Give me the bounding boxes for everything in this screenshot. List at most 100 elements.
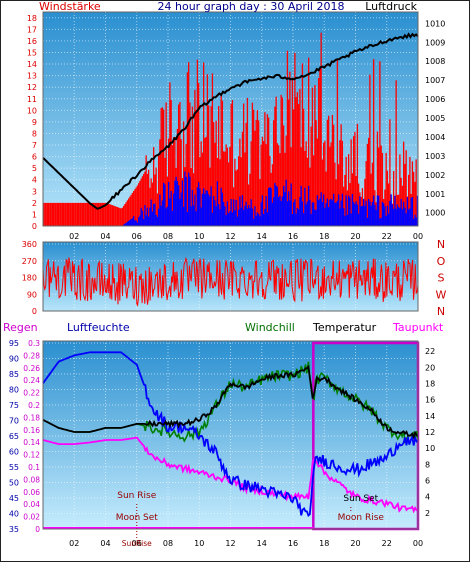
wind-mean-bar	[353, 202, 354, 226]
wind-mean-bar	[179, 199, 180, 226]
wind-mean-bar	[148, 217, 149, 226]
wind-gust-bar	[87, 203, 88, 226]
wind-mean-bar	[338, 194, 339, 226]
temperature-tick-label: 4	[425, 493, 430, 502]
wind-mean-bar	[226, 215, 227, 226]
wind-gust-bar	[54, 203, 55, 226]
rain-tick-label: 0.16	[23, 426, 40, 435]
wind-mean-bar	[151, 200, 152, 226]
wind-mean-bar	[268, 188, 269, 226]
rain-tick-label: 0.3	[28, 339, 40, 348]
event-label: SunRise	[122, 539, 152, 548]
temperature-tick-label: 14	[425, 412, 435, 421]
wind-mean-bar	[208, 194, 209, 226]
wind-mean-bar	[299, 197, 300, 226]
compass-label: W	[436, 288, 447, 301]
wind-mean-bar	[352, 194, 353, 226]
rain-tick-label: 0.22	[23, 389, 40, 398]
wind-gust-bar	[107, 203, 108, 226]
wind-mean-bar	[198, 182, 199, 226]
rain-tick-label: 0.04	[23, 500, 40, 509]
wind-gust-bar	[256, 120, 257, 226]
wind-mean-bar	[411, 198, 412, 226]
wind-tick-label: 7	[32, 141, 37, 150]
wind-mean-bar	[368, 199, 369, 226]
wind-gust-bar	[126, 202, 127, 226]
wind-mean-bar	[224, 206, 225, 226]
wind-mean-bar	[416, 217, 417, 226]
wind-mean-bar	[398, 207, 399, 226]
wind-mean-bar	[286, 180, 287, 226]
wind-mean-bar	[323, 194, 324, 226]
wind-mean-bar	[256, 216, 257, 226]
wind-gust-bar	[351, 139, 352, 226]
wind-mean-bar	[246, 202, 247, 226]
wind-mean-bar	[393, 209, 394, 226]
pressure-tick-label: 1001	[425, 190, 445, 199]
wind-gust-bar	[257, 110, 258, 226]
wind-gust-bar	[143, 174, 144, 226]
wind-mean-bar	[219, 209, 220, 226]
wind-gust-bar	[381, 146, 382, 226]
wind-mean-bar	[222, 193, 223, 226]
wind-mean-bar	[316, 210, 317, 226]
wind-mean-bar	[287, 201, 288, 226]
wind-mean-bar	[348, 196, 349, 226]
wind-mean-bar	[346, 195, 347, 226]
wind-mean-bar	[384, 206, 385, 226]
wind-mean-bar	[144, 205, 145, 226]
wind-x-tick-label: 10	[194, 232, 204, 241]
rain-tick-label: 0.02	[23, 513, 40, 522]
wind-tick-label: 3	[32, 187, 37, 196]
humidity-tick-label: 65	[9, 432, 19, 441]
temperature-tick-label: 16	[425, 396, 435, 405]
rain-tick-label: 0.24	[23, 376, 40, 385]
wind-mean-bar	[412, 197, 413, 226]
wind-mean-bar	[376, 210, 377, 226]
wind-mean-bar	[169, 198, 170, 226]
wind-mean-bar	[378, 196, 379, 226]
wind-mean-bar	[373, 196, 374, 226]
humidity-tick-label: 60	[9, 448, 19, 457]
direction-tick-label: 360	[22, 240, 37, 249]
wind-mean-bar	[391, 194, 392, 226]
wind-mean-bar	[184, 172, 185, 226]
event-label: Moon Set	[116, 513, 159, 523]
wind-mean-bar	[272, 203, 273, 226]
wind-tick-label: 18	[27, 14, 37, 23]
wind-mean-bar	[397, 205, 398, 226]
wind-gust-bar	[109, 204, 110, 226]
pressure-tick-label: 1007	[425, 76, 445, 85]
legend-luftfeuchte: Luftfeuchte	[67, 321, 130, 334]
legend-temperatur: Temperatur	[312, 321, 377, 334]
wind-mean-bar	[377, 195, 378, 226]
wind-mean-bar	[127, 222, 128, 226]
wind-gust-bar	[116, 207, 117, 226]
wind-mean-bar	[182, 180, 183, 226]
wind-tick-label: 16	[27, 37, 37, 46]
wind-mean-bar	[331, 199, 332, 226]
wind-tick-label: 8	[32, 129, 37, 138]
wind-mean-bar	[408, 209, 409, 226]
wind-mean-bar	[361, 206, 362, 226]
wind-mean-bar	[192, 190, 193, 226]
wind-mean-bar	[367, 218, 368, 226]
wind-gust-bar	[59, 203, 60, 226]
wind-mean-bar	[394, 196, 395, 226]
pressure-tick-label: 1005	[425, 114, 445, 123]
wind-gust-bar	[137, 186, 138, 226]
wind-mean-bar	[212, 213, 213, 226]
wind-mean-bar	[319, 198, 320, 226]
wind-tick-label: 9	[32, 118, 37, 127]
wind-mean-bar	[264, 209, 265, 226]
wind-mean-bar	[334, 203, 335, 226]
wind-mean-bar	[154, 203, 155, 226]
wind-mean-bar	[307, 201, 308, 226]
wind-mean-bar	[409, 208, 410, 226]
wind-mean-bar	[238, 210, 239, 226]
wind-mean-bar	[302, 201, 303, 226]
humidity-tick-label: 95	[9, 339, 19, 348]
wind-mean-bar	[321, 192, 322, 226]
wind-gust-bar	[57, 203, 58, 226]
wind-mean-bar	[181, 193, 182, 226]
